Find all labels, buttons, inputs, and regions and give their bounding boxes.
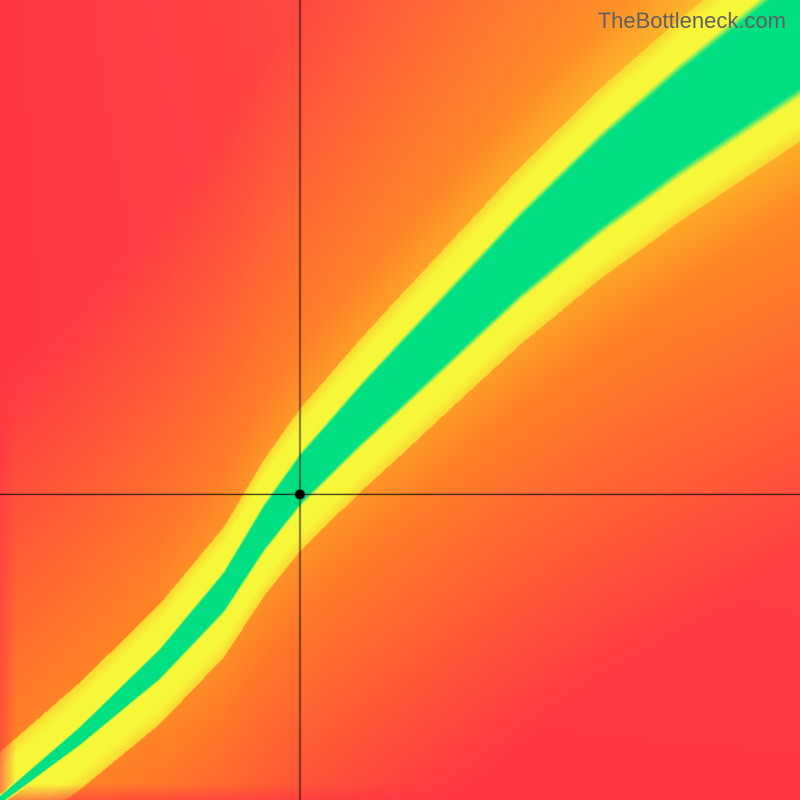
chart-container: TheBottleneck.com — [0, 0, 800, 800]
watermark-text: TheBottleneck.com — [598, 8, 786, 34]
heatmap-canvas — [0, 0, 800, 800]
